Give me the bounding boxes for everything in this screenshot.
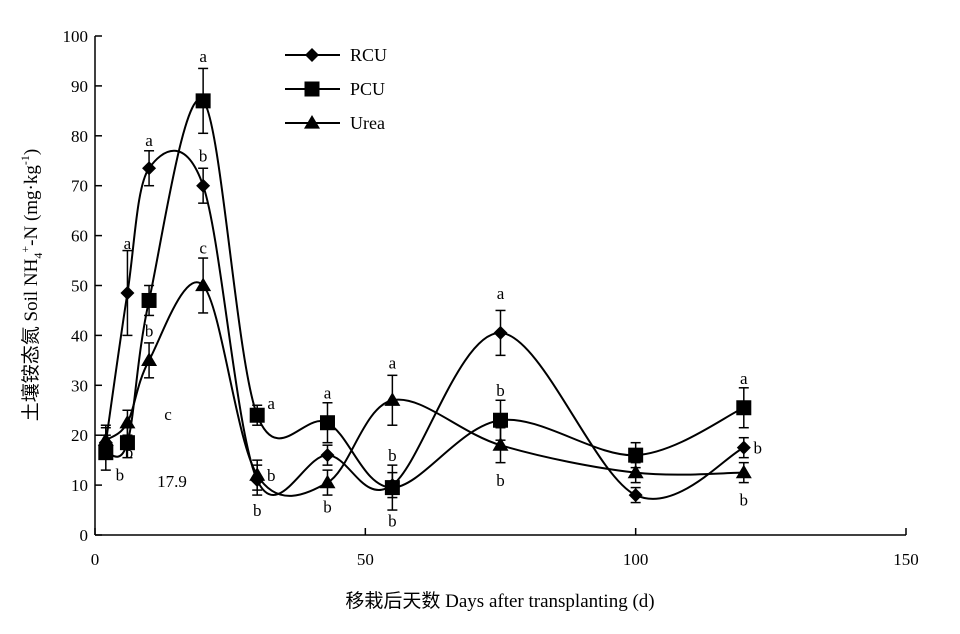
marker-urea [384, 392, 401, 406]
significance-label: a [740, 369, 748, 388]
y-axis-title: 土壤铵态氮 Soil NH4+-N (mg·kg-1) [18, 149, 45, 421]
y-tick-label: 10 [71, 476, 88, 495]
marker-urea [627, 464, 644, 479]
marker-pcu [319, 415, 335, 431]
marker-pcu [119, 435, 135, 451]
series-line-urea [105, 281, 744, 497]
y-tick-label: 50 [71, 277, 88, 296]
significance-label: a [324, 384, 332, 403]
y-ticks: 0 10 20 30 40 50 60 70 80 90 100 [63, 27, 102, 545]
marker-urea [735, 464, 752, 479]
series-line-pcu [105, 98, 745, 489]
y-tick-label: 100 [63, 27, 89, 46]
marker-rcu [320, 448, 335, 463]
marker-urea [119, 414, 136, 429]
y-tick-label: 30 [71, 376, 88, 395]
marker-pcu [736, 400, 752, 416]
x-tick-label: 150 [893, 550, 919, 569]
significance-label: a [389, 353, 397, 372]
significance-label: b [199, 147, 208, 166]
significance-label: a [124, 234, 132, 253]
legend: RCU PCU Urea [285, 45, 387, 133]
marker-urea [141, 352, 158, 366]
significance-label: a [199, 47, 207, 66]
x-tick-label: 0 [91, 550, 100, 569]
y-tick-label: 0 [80, 526, 89, 545]
y-tick-label: 20 [71, 426, 88, 445]
marker-rcu [493, 325, 508, 340]
marker-urea [97, 432, 114, 446]
legend-label-rcu: RCU [350, 45, 387, 65]
legend-label-pcu: PCU [350, 79, 385, 99]
marker-pcu [249, 407, 265, 423]
marker-rcu [142, 161, 157, 176]
marker-urea [195, 277, 212, 292]
significance-label: b [496, 381, 505, 400]
marker-pcu [98, 445, 114, 461]
significance-label: b [496, 471, 505, 490]
significance-label: b [388, 446, 397, 465]
marker-pcu [628, 447, 644, 463]
significance-label: c [199, 239, 207, 258]
significance-label: a [145, 131, 153, 150]
marker-pcu [195, 93, 211, 109]
x-tick-label: 50 [357, 550, 374, 569]
marker-rcu [196, 178, 211, 193]
marker-urea [319, 474, 336, 489]
legend-marker-urea [304, 115, 320, 129]
y-tick-label: 60 [71, 227, 88, 246]
significance-label: b [754, 439, 763, 458]
x-tick-label: 100 [623, 550, 649, 569]
significance-label: b [145, 321, 154, 340]
marker-rcu [736, 440, 751, 455]
y-tick-label: 70 [71, 177, 88, 196]
marker-urea [249, 467, 266, 481]
significance-label: b [740, 491, 749, 510]
significance-label: b [388, 512, 397, 531]
legend-label-urea: Urea [350, 113, 385, 133]
marker-rcu [120, 285, 135, 300]
marker-pcu [141, 292, 157, 308]
significance-label: a [267, 394, 275, 413]
marker-pcu [384, 480, 400, 496]
legend-marker-rcu [305, 48, 319, 62]
series-markers [97, 93, 752, 503]
marker-urea [492, 437, 509, 451]
significance-label: c [164, 405, 172, 424]
significance-label: b [267, 466, 276, 485]
significance-label: b [125, 443, 134, 462]
significance-label: b [253, 501, 262, 520]
x-axis-title: 移栽后天数 Days after transplanting (d) [345, 590, 654, 612]
significance-label: b [116, 466, 125, 485]
x-ticks: 0 50 100 150 [91, 528, 919, 569]
significance-label: b [123, 434, 132, 453]
legend-marker-pcu [304, 81, 320, 97]
significance-label: b [323, 498, 332, 517]
significance-label: a [497, 284, 505, 303]
series-line-rcu [104, 149, 745, 500]
y-tick-label: 90 [71, 77, 88, 96]
marker-pcu [493, 412, 508, 428]
y-tick-label: 40 [71, 326, 88, 345]
significance-label: c [124, 414, 132, 433]
annotation-17-9: 17.9 [157, 472, 187, 491]
marker-rcu [628, 488, 643, 503]
y-tick-label: 80 [71, 127, 88, 146]
